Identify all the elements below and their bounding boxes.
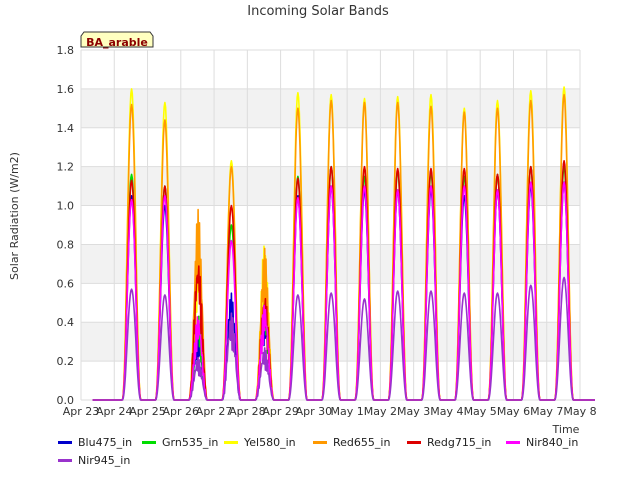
legend-swatch — [58, 458, 72, 462]
legend-item-nir945-in: Nir945_in — [58, 454, 130, 468]
legend-swatch — [313, 440, 327, 444]
x-tick-label: Apr 26 — [163, 405, 200, 418]
plot-band — [81, 50, 580, 89]
legend-label: Yel580_in — [244, 436, 296, 449]
x-tick-label: Apr 30 — [296, 405, 333, 418]
x-tick-label: May 4 — [430, 405, 463, 418]
series-line-nir945-in — [92, 276, 595, 401]
y-tick-label: 1.0 — [57, 200, 75, 213]
legend-swatch — [58, 440, 72, 444]
legend-label: Redg715_in — [427, 436, 492, 449]
legend-label: Red655_in — [333, 436, 391, 449]
legend-label: Nir945_in — [78, 454, 131, 467]
y-tick-label: 0.8 — [57, 238, 75, 251]
y-tick-label: 0.0 — [57, 394, 75, 407]
x-tick-label: May 6 — [497, 405, 530, 418]
y-tick-label: 1.2 — [57, 161, 75, 174]
x-tick-label: May 3 — [397, 405, 430, 418]
plot-band — [81, 244, 580, 284]
legend-item-redg715-in: Redg715_in — [407, 436, 491, 450]
x-axis-label: Time — [552, 423, 580, 436]
x-tick-label: May 2 — [364, 405, 397, 418]
x-tick-label: May 7 — [530, 405, 563, 418]
legend-swatch — [224, 440, 238, 444]
x-tick-label: May 8 — [563, 405, 596, 418]
y-tick-label: 1.6 — [57, 83, 75, 96]
x-tick-label: May 5 — [464, 405, 497, 418]
legend-item-blu475-in: Blu475_in — [58, 436, 132, 450]
plot-band — [81, 127, 580, 167]
annotation-text: BA_arable — [86, 36, 148, 49]
plot-band — [81, 322, 580, 362]
y-tick-label: 0.6 — [57, 277, 75, 290]
x-tick-label: Apr 23 — [63, 405, 100, 418]
plot-band — [81, 283, 580, 323]
legend-swatch — [142, 440, 156, 444]
legend-item-yel580-in: Yel580_in — [224, 436, 296, 450]
legend-swatch — [407, 440, 421, 444]
y-axis-label: Solar Radiation (W/m2) — [8, 152, 21, 280]
annotation-box: BA_arable — [80, 31, 154, 49]
legend-swatch — [506, 440, 520, 444]
plot-band — [81, 205, 580, 245]
chart-title: Incoming Solar Bands — [247, 4, 389, 19]
legend-label: Nir840_in — [526, 436, 579, 449]
x-tick-label: Apr 27 — [196, 405, 233, 418]
y-tick-label: 1.8 — [57, 44, 75, 57]
x-tick-label: Apr 24 — [96, 405, 133, 418]
grid-lines — [80, 49, 581, 401]
x-tick-label: Apr 29 — [262, 405, 299, 418]
legend-item-red655-in: Red655_in — [313, 436, 390, 450]
series-layer — [92, 86, 595, 401]
legend-label: Blu475_in — [78, 436, 133, 449]
y-axis-ticks: 0.0 0.2 0.4 0.6 0.8 1.0 1.2 1.4 1.6 1.8 — [57, 44, 75, 407]
x-tick-label: Apr 25 — [129, 405, 166, 418]
y-tick-label: 1.4 — [57, 122, 75, 135]
legend-item-nir840-in: Nir840_in — [506, 436, 578, 450]
plot-band — [81, 361, 580, 400]
y-tick-label: 0.2 — [57, 355, 75, 368]
legend-label: Grn535_in — [162, 436, 219, 449]
y-tick-label: 0.4 — [57, 316, 75, 329]
legend-item-grn535-in: Grn535_in — [142, 436, 218, 450]
x-tick-label: May 1 — [331, 405, 364, 418]
x-tick-label: Apr 28 — [229, 405, 266, 418]
